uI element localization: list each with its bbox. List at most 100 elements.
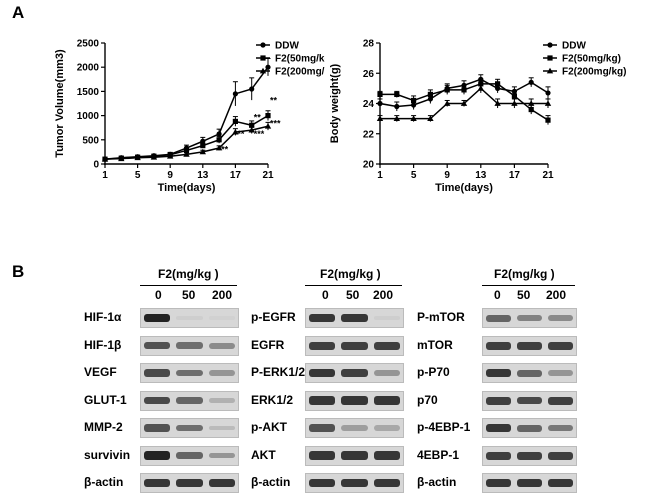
data-point <box>265 64 271 70</box>
dose-label: 0 <box>155 288 162 302</box>
blot-band <box>341 341 368 350</box>
blot-band <box>176 397 203 404</box>
data-point <box>544 100 552 106</box>
blot-band <box>373 341 400 350</box>
blot-row-label: GLUT-1 <box>84 392 127 407</box>
data-point <box>376 115 384 122</box>
data-point <box>411 97 417 104</box>
data-point <box>495 81 501 87</box>
blot-strip <box>140 473 239 493</box>
blot-strip <box>305 363 404 383</box>
y-axis-label: Body weight(g) <box>329 63 341 143</box>
x-tick-label: 9 <box>167 170 173 181</box>
blot-band <box>373 315 400 321</box>
y-tick-label: 1500 <box>77 87 100 98</box>
blot-band <box>309 341 336 350</box>
data-point <box>183 147 190 154</box>
data-point <box>248 126 255 133</box>
dose-label: 200 <box>373 288 394 302</box>
series-3 <box>376 83 552 122</box>
blot-row-label: β-actin <box>417 475 457 489</box>
blot-strip <box>482 335 577 356</box>
data-point <box>377 91 383 98</box>
data-point <box>494 100 501 106</box>
blot-strip <box>482 473 577 493</box>
data-point <box>528 79 534 85</box>
blot-row-label: AKT <box>251 447 276 462</box>
blot-band <box>176 452 203 459</box>
blot-band <box>309 313 336 323</box>
blot-row-label: β-actin <box>251 475 291 489</box>
blot-band <box>208 315 235 321</box>
blot-row-label: MMP-2 <box>84 420 123 434</box>
blot-row-label: HIF-1α <box>84 310 122 324</box>
blot-band <box>486 341 511 350</box>
dose-label: 200 <box>546 288 567 302</box>
significance-label: ** <box>221 144 229 154</box>
data-point <box>394 103 400 110</box>
x-axis-label: Time(days) <box>435 182 493 194</box>
blot-band <box>373 478 400 488</box>
x-tick-label: 5 <box>135 170 141 181</box>
dose-label: 50 <box>517 288 531 302</box>
legend-marker <box>260 42 266 48</box>
data-point <box>183 151 190 157</box>
data-point <box>199 148 206 155</box>
blot-band <box>341 396 368 405</box>
blot-band <box>176 478 203 488</box>
blot-header: F2(mg/kg ) <box>320 267 381 281</box>
blot-row-label: HIF-1β <box>84 337 122 352</box>
blot-band <box>486 314 511 322</box>
data-point <box>511 100 518 106</box>
blot-band <box>548 396 573 405</box>
y-tick-label: 20 <box>363 160 375 171</box>
blot-band <box>208 452 235 459</box>
data-point <box>394 91 400 98</box>
legend-marker <box>259 67 267 74</box>
data-point <box>444 87 450 93</box>
blot-band <box>486 423 511 433</box>
series-1 <box>102 57 271 162</box>
blot-band <box>176 424 203 432</box>
significance-label: ** <box>237 129 245 139</box>
data-point <box>461 87 467 93</box>
blot-strip <box>305 308 404 328</box>
legend-label: F2(200mg/kg) <box>275 67 325 78</box>
blot-band <box>517 314 542 322</box>
legend-marker <box>547 55 553 61</box>
data-point <box>444 100 451 106</box>
blot-band <box>176 342 203 349</box>
blot-band <box>548 341 573 350</box>
blot-strip <box>482 390 577 411</box>
blot-band <box>341 313 368 323</box>
significance-label: ** <box>270 96 278 106</box>
blot-band <box>208 370 235 376</box>
blot-strip <box>305 473 404 493</box>
blot-strip <box>140 390 239 411</box>
blot-row-label: P-mTOR <box>417 310 465 324</box>
y-tick-label: 2500 <box>77 39 100 50</box>
blot-row-label: 4EBP-1 <box>417 447 460 462</box>
blot-strip <box>482 418 577 438</box>
blot-row-label: ERK1/2 <box>251 392 294 407</box>
blot-band <box>486 478 511 488</box>
blot-header: F2(mg/kg ) <box>494 267 555 281</box>
blot-band <box>144 396 171 405</box>
y-tick-label: 24 <box>363 99 375 110</box>
data-point <box>545 90 551 96</box>
legend-label: DDW <box>275 41 299 52</box>
blot-row-label: mTOR <box>417 337 453 352</box>
blot-strip <box>305 335 404 356</box>
data-point <box>216 137 222 143</box>
x-tick-label: 1 <box>102 170 108 181</box>
blot-band <box>486 368 511 378</box>
data-point <box>249 86 255 92</box>
data-point <box>528 100 535 106</box>
blot-strip <box>482 363 577 383</box>
blot-band <box>548 451 573 460</box>
legend-marker <box>546 67 554 74</box>
blot-band <box>373 396 400 405</box>
blot-row-label: VEGF <box>84 365 117 379</box>
data-point <box>511 93 517 99</box>
blot-band <box>486 396 511 405</box>
